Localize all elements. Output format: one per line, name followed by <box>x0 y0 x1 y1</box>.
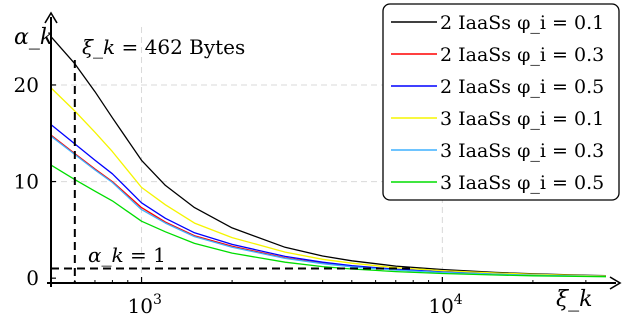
y-tick-label: 10 <box>14 170 39 194</box>
series-lines <box>50 36 607 278</box>
legend-label-2: 2 IaaSs φ_i = 0.5 <box>440 76 604 98</box>
series-line-5 <box>50 164 607 278</box>
tick-labels: 103 104 0 10 20 <box>14 73 463 318</box>
legend: 2 IaaSs φ_i = 0.1 2 IaaSs φ_i = 0.3 2 IaaS… <box>382 3 620 201</box>
y-tick-label: 0 <box>26 266 39 290</box>
series-line-3 <box>50 87 607 277</box>
legend-label-4: 3 IaaSs φ_i = 0.3 <box>440 140 604 162</box>
annotations: ξ_k = 462 Bytes α_k = 1 <box>82 35 245 267</box>
legend-box <box>382 3 620 201</box>
legend-label-1: 2 IaaSs φ_i = 0.3 <box>440 44 604 66</box>
x-tick-label: 104 <box>428 292 462 318</box>
series-line-4 <box>50 135 607 278</box>
y-axis-label: α_k <box>14 25 53 50</box>
axes <box>44 11 622 290</box>
reference-lines <box>51 60 410 283</box>
x-tick-label: 103 <box>128 292 162 318</box>
y-tick-label: 20 <box>14 73 39 97</box>
legend-label-0: 2 IaaSs φ_i = 0.1 <box>440 12 604 34</box>
y-axis-arrow <box>44 11 58 24</box>
x-axis-label: ξ_k <box>556 287 592 312</box>
x-axis-arrow <box>609 276 622 290</box>
legend-label-5: 3 IaaSs φ_i = 0.5 <box>440 172 604 194</box>
xi-annotation: ξ_k = 462 Bytes <box>82 35 245 59</box>
legend-label-3: 3 IaaSs φ_i = 0.1 <box>440 108 604 130</box>
threshold-annotation: α_k = 1 <box>88 243 166 267</box>
